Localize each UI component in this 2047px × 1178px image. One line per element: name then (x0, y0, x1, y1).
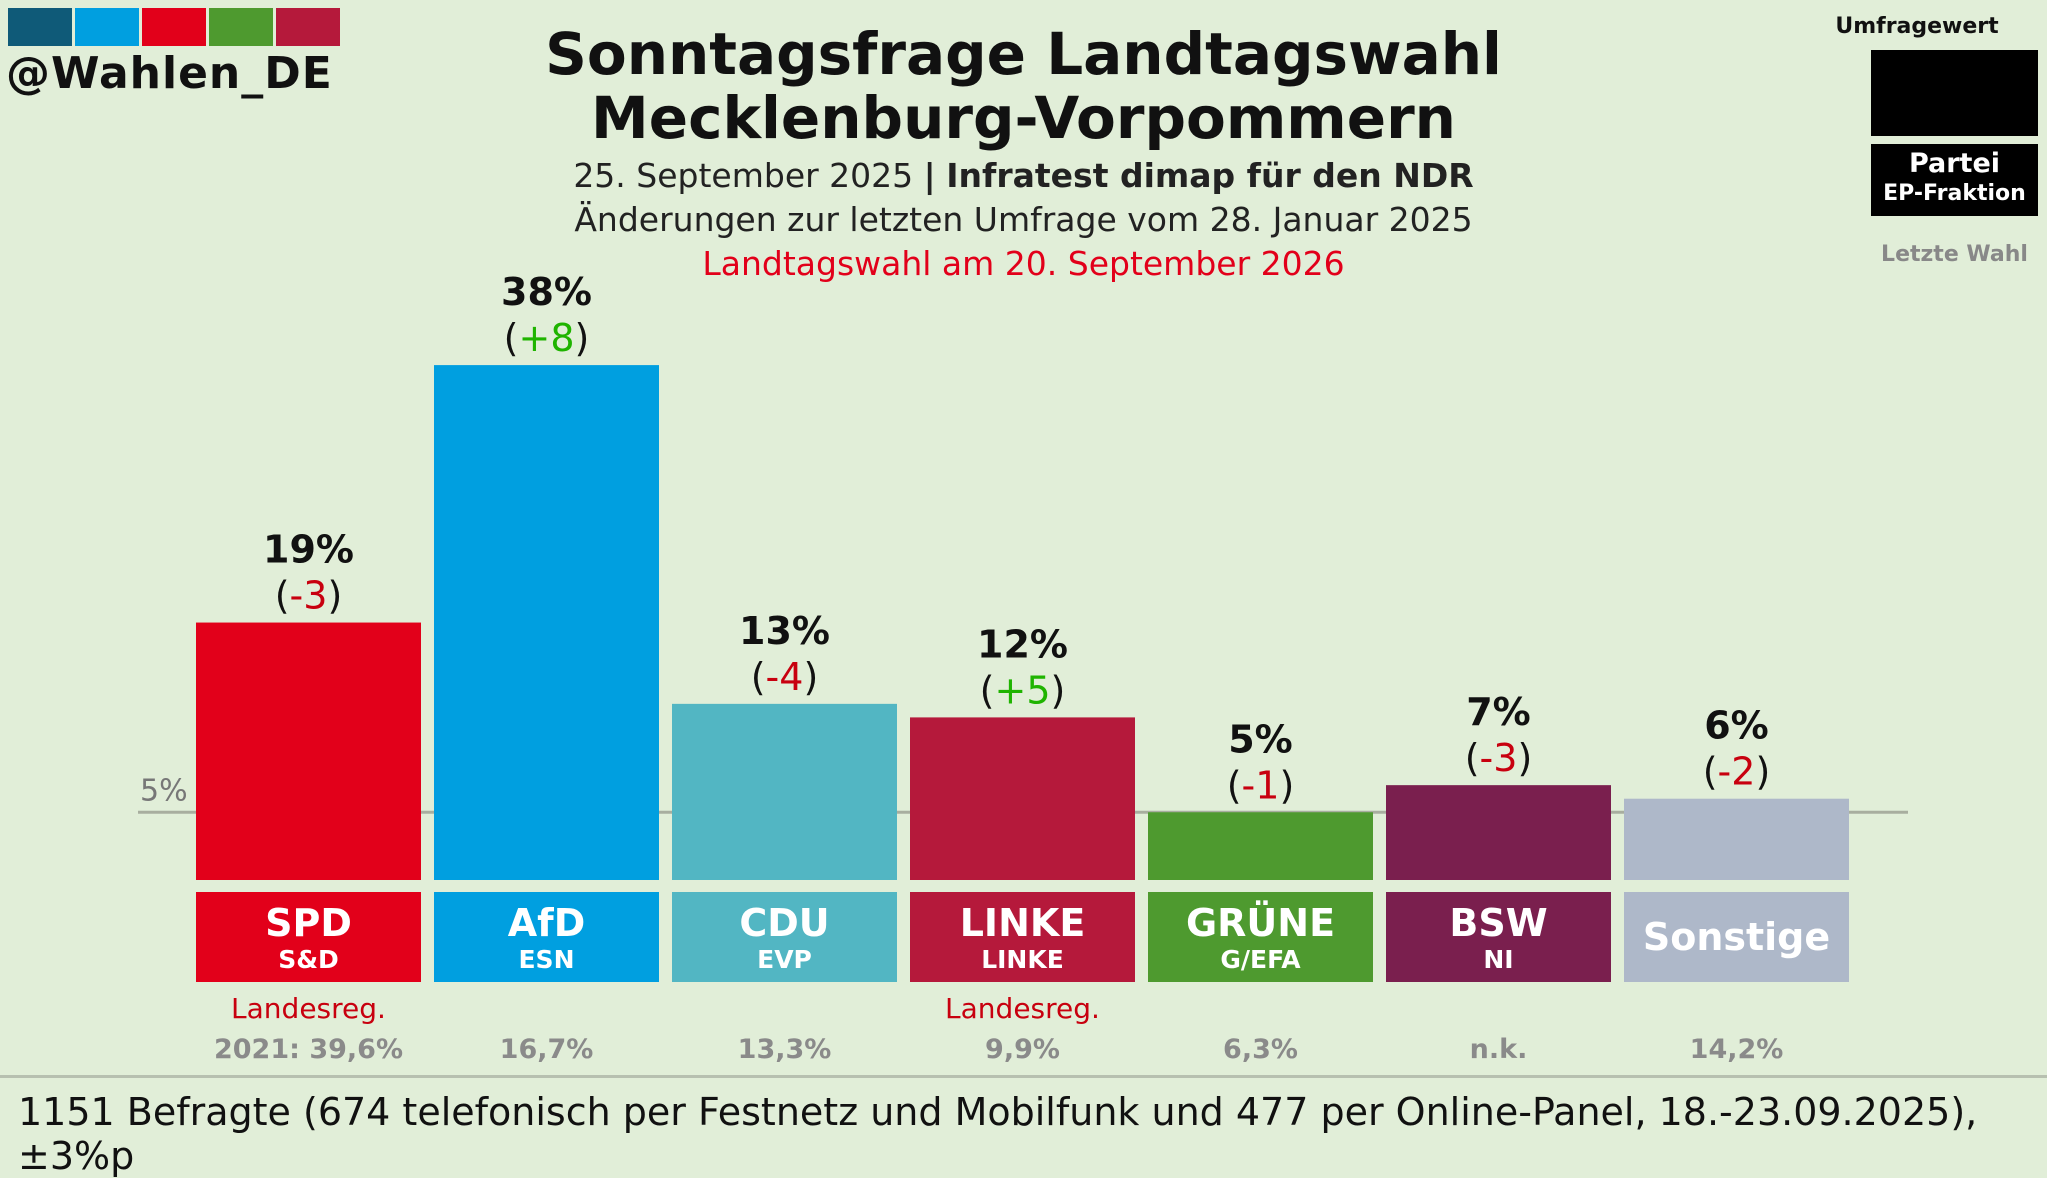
brand-color-strip (8, 8, 343, 46)
value-label: 13% (739, 609, 830, 653)
bar-afd (434, 365, 659, 881)
legend-party-swatch: Partei EP-Fraktion (1871, 144, 2038, 216)
party-label-box (1624, 892, 1849, 982)
change-label: (-3) (275, 574, 343, 618)
change-label: (-3) (1465, 736, 1533, 780)
brand-swatch (75, 8, 139, 46)
bar-bsw (1386, 785, 1611, 880)
last-election-value: 16,7% (500, 1034, 594, 1065)
legend-value-swatch (1871, 50, 2038, 136)
change-label: (+5) (980, 668, 1066, 712)
separator: | (923, 156, 936, 195)
brand-swatch (209, 8, 273, 46)
last-election-value: 2021: 39,6% (214, 1034, 403, 1065)
faction-name: EVP (757, 945, 812, 974)
government-note: Landesreg. (231, 992, 386, 1025)
party-name: BSW (1449, 901, 1547, 945)
subtitle-source: 25. September 2025 | Infratest dimap für… (0, 156, 2047, 195)
legend-last-election: Letzte Wahl (1881, 242, 2028, 267)
last-election-value: 6,3% (1223, 1034, 1298, 1065)
poll-date: 25. September 2025 (573, 156, 914, 195)
bar-linke (910, 717, 1135, 880)
change-label: (-4) (751, 655, 819, 699)
bar-sonstige (1624, 798, 1849, 880)
faction-name: LINKE (981, 945, 1064, 974)
bar-grüne (1148, 812, 1373, 880)
brand-swatch (8, 8, 72, 46)
poll-institute: Infratest dimap für den NDR (946, 156, 1474, 195)
change-label: (-2) (1703, 750, 1771, 794)
party-name: SPD (265, 901, 352, 945)
party-label-box (910, 892, 1135, 982)
last-election-value: 14,2% (1690, 1034, 1784, 1065)
last-election-value: 13,3% (738, 1034, 832, 1065)
brand-swatch (142, 8, 206, 46)
government-note: Landesreg. (945, 992, 1100, 1025)
footer-divider (0, 1075, 2047, 1078)
change-label: (-1) (1227, 763, 1295, 807)
party-name: GRÜNE (1186, 901, 1335, 945)
subtitle-election-date: Landtagswahl am 20. September 2026 (702, 244, 1345, 283)
faction-name: NI (1483, 945, 1513, 974)
party-label-box (1386, 892, 1611, 982)
chart-title-line2: Mecklenburg-Vorpommern (591, 84, 1456, 152)
faction-name: G/EFA (1220, 945, 1301, 974)
last-election-value: n.k. (1470, 1034, 1528, 1065)
party-label-box (434, 892, 659, 982)
threshold-label: 5% (140, 773, 188, 808)
party-label-box (1148, 892, 1373, 982)
bar-spd (196, 622, 421, 880)
account-handle: @Wahlen_DE (6, 48, 333, 99)
change-label: (+8) (504, 316, 590, 360)
party-name: LINKE (960, 901, 1086, 945)
value-label: 5% (1228, 717, 1293, 761)
legend-faction-label: EP-Fraktion (1883, 181, 2026, 206)
footer-methodology: 1151 Befragte (674 telefonisch per Festn… (18, 1090, 1978, 1178)
last-election-value: 9,9% (985, 1034, 1060, 1065)
legend-party-label: Partei (1908, 148, 2001, 179)
brand-swatch (276, 8, 340, 46)
legend-value-title: Umfragewert (1835, 14, 1999, 39)
faction-name: S&D (278, 945, 339, 974)
value-label: 6% (1704, 704, 1769, 748)
value-label: 7% (1466, 690, 1531, 734)
value-label: 19% (263, 528, 354, 572)
value-label: 12% (977, 622, 1068, 666)
party-name: Sonstige (1643, 915, 1830, 959)
value-label: 38% (501, 270, 592, 314)
party-name: CDU (739, 901, 829, 945)
subtitle-changes: Änderungen zur letzten Umfrage vom 28. J… (574, 200, 1473, 239)
party-label-box (672, 892, 897, 982)
bar-cdu (672, 703, 897, 880)
faction-name: ESN (518, 945, 574, 974)
chart-title-line1: Sonntagsfrage Landtagswahl (545, 20, 1502, 88)
party-label-box (196, 892, 421, 982)
party-name: AfD (508, 901, 585, 945)
